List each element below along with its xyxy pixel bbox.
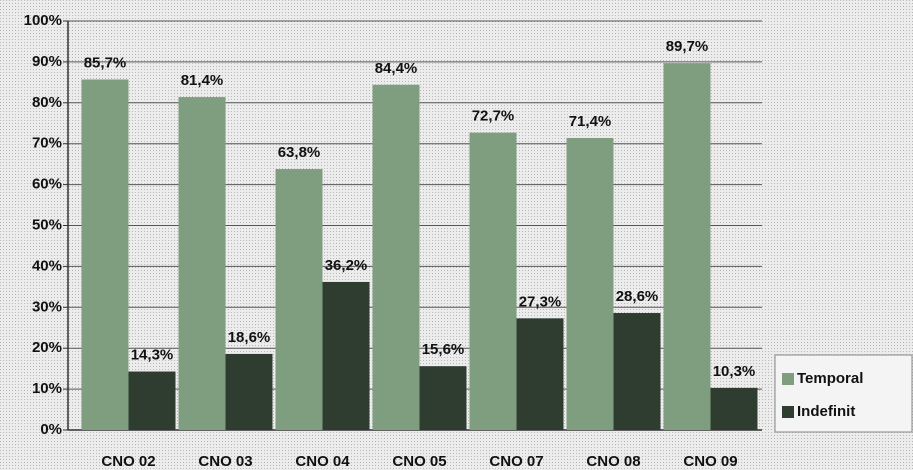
y-tick-label: 0% (40, 421, 62, 438)
value-label: 71,4% (569, 113, 612, 130)
bar (613, 313, 661, 430)
bar (178, 97, 226, 430)
y-tick-label: 100% (24, 12, 62, 29)
legend-swatch (782, 406, 794, 418)
bar (275, 169, 323, 431)
y-tick-label: 80% (32, 94, 62, 111)
value-label: 18,6% (228, 329, 271, 346)
bar (81, 79, 129, 430)
value-label: 28,6% (616, 288, 659, 305)
bar (372, 84, 420, 430)
y-tick-label: 50% (32, 216, 62, 233)
value-label: 15,6% (422, 341, 465, 358)
x-tick-label: CNO 08 (586, 453, 640, 470)
bar (128, 371, 176, 430)
x-tick-label: CNO 02 (101, 453, 155, 470)
y-tick-label: 30% (32, 298, 62, 315)
value-label: 14,3% (131, 346, 174, 363)
x-tick-label: CNO 04 (295, 453, 350, 470)
legend-label: Temporal (797, 370, 863, 387)
bar (322, 281, 370, 430)
y-tick-label: 70% (32, 135, 62, 152)
value-label: 89,7% (666, 38, 709, 55)
y-tick-label: 10% (32, 380, 62, 397)
value-label: 81,4% (181, 72, 224, 89)
bar (516, 318, 564, 430)
value-label: 36,2% (325, 257, 368, 274)
value-label: 27,3% (519, 293, 562, 310)
x-tick-label: CNO 05 (392, 453, 446, 470)
legend-box (774, 354, 913, 433)
bar (225, 353, 273, 430)
value-label: 10,3% (713, 363, 756, 380)
bar (663, 63, 711, 430)
x-tick-label: CNO 09 (683, 453, 737, 470)
x-tick-label: CNO 07 (489, 453, 543, 470)
value-label: 72,7% (472, 108, 515, 125)
value-label: 63,8% (278, 144, 321, 161)
legend-swatch (782, 373, 794, 385)
value-label: 84,4% (375, 60, 418, 77)
y-tick-label: 90% (32, 53, 62, 70)
legend-label: Indefinit (797, 403, 855, 420)
bar (469, 132, 517, 431)
bar (566, 137, 614, 430)
value-label: 85,7% (84, 54, 127, 71)
bar (710, 387, 758, 430)
y-tick-label: 40% (32, 257, 62, 274)
x-tick-label: CNO 03 (198, 453, 252, 470)
bar (419, 366, 467, 430)
y-tick-label: 60% (32, 176, 62, 193)
y-tick-label: 20% (32, 339, 62, 356)
